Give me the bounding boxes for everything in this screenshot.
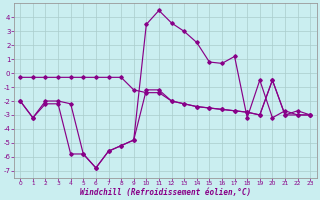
X-axis label: Windchill (Refroidissement éolien,°C): Windchill (Refroidissement éolien,°C) xyxy=(80,188,251,197)
